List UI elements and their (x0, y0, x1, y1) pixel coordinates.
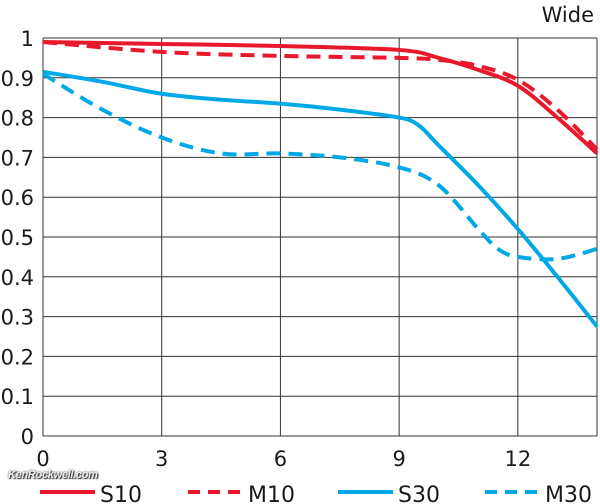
y-axis-ticks: 0 0.1 0.2 0.3 0.4 0.5 0.6 0.7 0.8 0.9 1 (1, 27, 34, 449)
x-tick-label: 9 (392, 447, 405, 471)
y-tick-label: 0.6 (1, 186, 34, 210)
x-tick-label: 12 (504, 447, 531, 471)
y-tick-label: 0.4 (1, 266, 34, 290)
y-tick-label: 0.8 (1, 107, 34, 131)
chart-title: Wide (542, 3, 594, 27)
legend-label-s30: S30 (398, 483, 440, 504)
series-line-s10 (42, 39, 599, 155)
y-tick-label: 0.7 (1, 146, 34, 170)
x-tick-label: 6 (274, 447, 287, 471)
legend-label-m10: M10 (248, 483, 295, 504)
x-axis-ticks: 0 3 6 9 12 (36, 447, 531, 471)
y-tick-label: 0.1 (1, 385, 34, 409)
y-tick-label: 0.5 (1, 226, 34, 250)
watermark: KenRockwell.com (8, 469, 98, 481)
x-tick-label: 0 (36, 447, 49, 471)
y-tick-label: 0.9 (1, 67, 34, 91)
grid (42, 37, 598, 437)
series-lines (41, 39, 599, 328)
series-line-m30 (41, 72, 598, 262)
legend-label-m30: M30 (545, 483, 592, 504)
y-tick-label: 0.3 (1, 306, 34, 330)
series-line-m10 (42, 39, 599, 151)
x-tick-label: 3 (155, 447, 168, 471)
y-tick-label: 1 (21, 27, 34, 51)
legend-label-s10: S10 (100, 483, 142, 504)
y-tick-label: 0.2 (1, 345, 34, 369)
series-line-s30 (42, 69, 599, 328)
legend: S10 M10 S30 M30 (40, 483, 592, 504)
y-tick-label: 0 (21, 425, 34, 449)
